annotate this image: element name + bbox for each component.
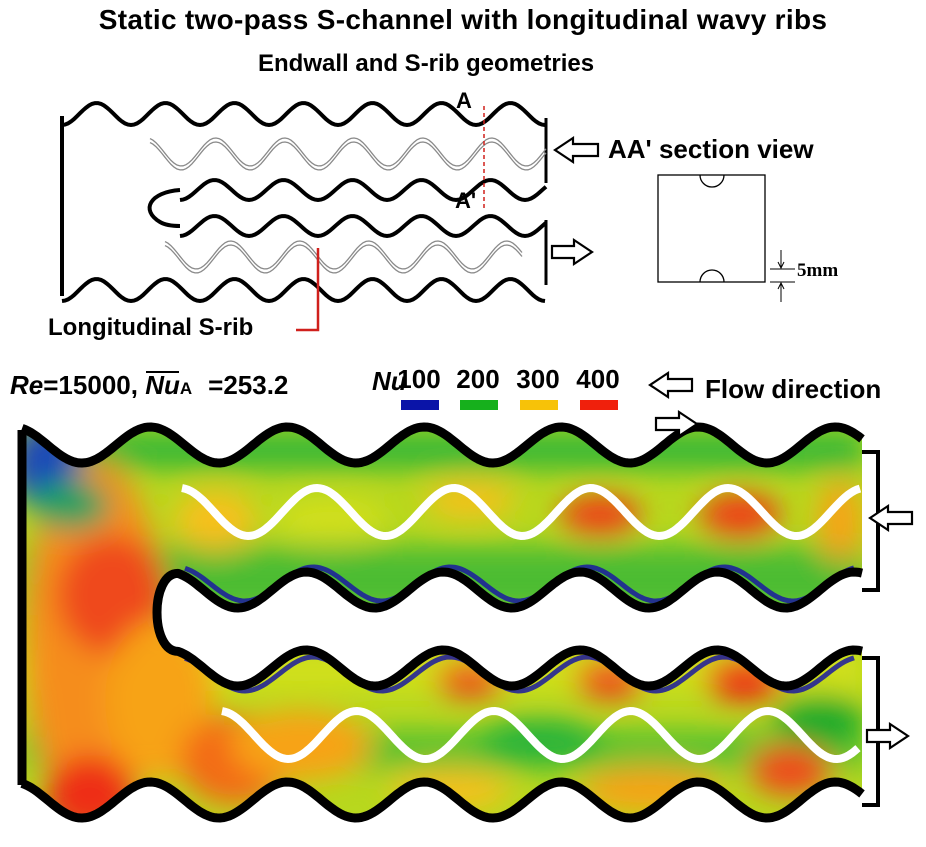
flow-right-arrow-icon [654,409,699,439]
map-s-rib-upper [181,483,862,541]
nusselt-contour-map [22,427,862,818]
map-top-wall [20,422,865,468]
map-bottom-wall [20,777,865,823]
s-rib-leader-line [296,248,320,332]
legend-swatch-200 [460,400,498,410]
legend-swatch-400 [580,400,618,410]
rib-height-dimension: 5mm [797,260,839,281]
legend-swatch-300 [520,400,558,410]
re-symbol: Re [10,370,44,400]
section-view-box [657,174,795,302]
map-divider-wall [152,567,864,691]
legend-swatch-100 [401,400,439,410]
s-rib-lower-outline-b [164,244,523,274]
schematic-bend [147,188,181,228]
outlet-arrow-icon [550,237,594,267]
geometry-subtitle: Endwall and S-rib geometries [258,50,595,77]
s-rib-upper-outline-b [149,141,547,171]
s-rib-upper-outline-a [149,137,547,167]
legend-label-200: 200 [456,364,500,394]
legend-label-100: 100 [397,364,441,394]
page-title: Static two-pass S-channel with longitudi… [98,4,828,35]
inlet-outlet-brackets [862,450,880,807]
nu-avg-value: =253.2 [208,370,289,400]
s-rib-lower-outline-a [164,240,523,270]
dimension-marks [770,250,795,302]
nu-avg-symbol: Nu [145,370,180,400]
schematic-divider-upper [179,178,548,203]
section-view-label: AA' section view [608,134,814,164]
schematic-bottom-wall [61,277,546,304]
nu-avg-subscript: A [179,379,193,398]
schematic-divider-lower [179,214,548,239]
rib-top-profile [699,174,725,188]
channel-walls [17,422,865,823]
flow-left-arrow-icon [648,370,694,400]
legend-label-300: 300 [516,364,560,394]
reynolds-nusselt-line: Re=15000, NuA =253.2 [10,370,288,401]
s-rib-label: Longitudinal S-rib [48,314,254,341]
map-outlet-arrow-icon [865,721,910,751]
endwall-schematic [60,101,548,304]
inlet-arrow-icon [553,135,600,165]
flow-direction-label: Flow direction [705,374,882,404]
schematic-s-ribs [149,137,547,274]
rib-bottom-profile [699,269,725,283]
schematic-top-wall [61,101,546,128]
map-s-rib-lower [221,706,861,764]
legend-label-400: 400 [576,364,620,394]
legend-title: Nu [372,366,407,396]
map-inlet-arrow-icon [868,503,914,533]
section-label-a: A [456,88,472,113]
re-value: =15000, [43,370,146,400]
